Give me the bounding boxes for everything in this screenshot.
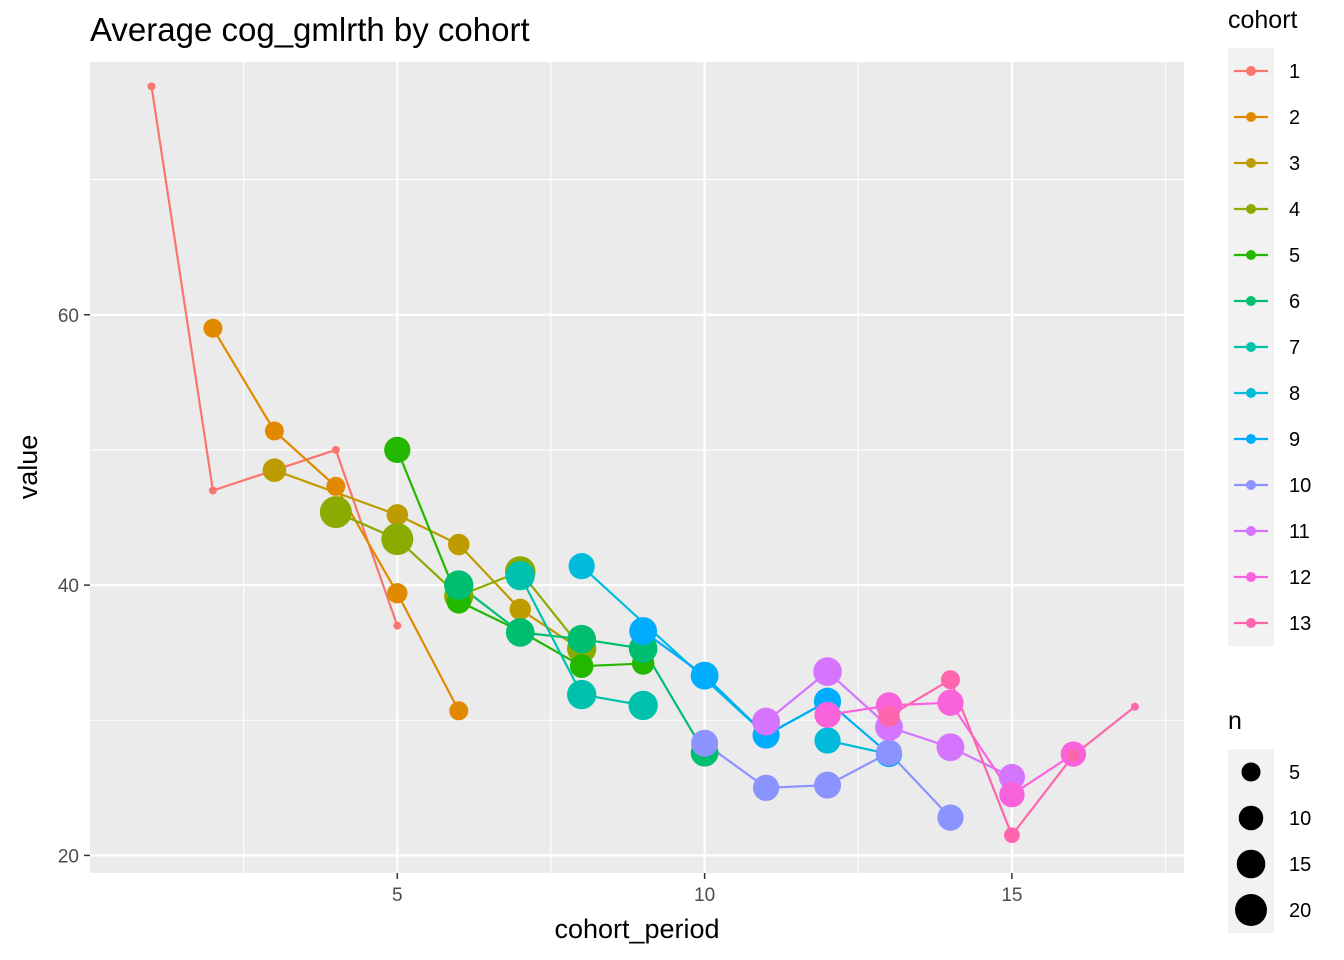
legend-point-cohort-8	[1246, 388, 1256, 398]
data-point-cohort-3	[386, 504, 409, 526]
x-tick-label: 15	[1001, 885, 1022, 906]
data-point-cohort-1	[147, 82, 156, 91]
x-tick-label: 10	[694, 885, 715, 906]
data-point-cohort-1	[331, 445, 340, 454]
data-point-cohort-7	[567, 679, 597, 710]
data-point-cohort-3	[448, 533, 470, 556]
data-point-cohort-13	[878, 705, 900, 727]
size-legend-label: 15	[1289, 854, 1311, 876]
data-point-cohort-8	[568, 553, 595, 580]
legend-point-cohort-7	[1246, 342, 1256, 352]
data-point-cohort-10	[752, 774, 780, 801]
size-legend-point	[1241, 762, 1261, 782]
legend-label-cohort-5: 5	[1289, 245, 1300, 267]
x-tick-label: 5	[392, 885, 403, 906]
data-point-cohort-3	[509, 598, 531, 621]
data-point-cohort-11	[936, 733, 965, 762]
data-point-cohort-10	[813, 771, 842, 799]
size-legend-label: 10	[1289, 808, 1311, 830]
legend-label-cohort-11: 11	[1289, 521, 1310, 543]
x-axis-title: cohort_period	[554, 914, 719, 944]
data-point-cohort-5	[384, 436, 411, 464]
legend-point-cohort-11	[1246, 526, 1256, 536]
x-axis: 5 10 15	[392, 873, 1022, 906]
legend-label-cohort-12: 12	[1289, 567, 1311, 589]
data-point-cohort-13	[1066, 748, 1081, 763]
data-point-cohort-8	[814, 727, 841, 754]
legend-label-cohort-3: 3	[1289, 153, 1300, 175]
legend-point-cohort-4	[1246, 204, 1256, 214]
plot-panel	[90, 62, 1184, 873]
y-tick-label: 60	[58, 306, 79, 327]
legend-point-cohort-5	[1246, 250, 1256, 260]
legend-point-cohort-9	[1246, 434, 1256, 444]
data-point-cohort-13	[940, 670, 960, 690]
data-point-cohort-2	[326, 476, 346, 496]
data-point-cohort-3	[262, 458, 287, 482]
data-point-cohort-13	[1004, 827, 1020, 844]
legend-label-cohort-10: 10	[1289, 475, 1311, 497]
legend-label-cohort-7: 7	[1289, 337, 1300, 359]
chart-title: Average cog_gmlrth by cohort	[90, 11, 530, 48]
legend-label-cohort-13: 13	[1289, 613, 1311, 635]
data-point-cohort-4	[319, 496, 352, 529]
data-point-cohort-4	[381, 523, 414, 556]
series-points	[147, 82, 1139, 844]
data-point-cohort-2	[449, 701, 469, 721]
data-point-cohort-1	[208, 486, 217, 495]
data-point-cohort-10	[937, 804, 964, 831]
data-point-cohort-12	[814, 701, 841, 728]
data-point-cohort-2	[203, 318, 223, 338]
data-point-cohort-5	[569, 654, 594, 678]
data-point-cohort-6	[505, 618, 535, 647]
y-axis-title: value	[13, 435, 43, 500]
y-tick-label: 40	[58, 576, 79, 597]
legend-label-cohort-4: 4	[1289, 199, 1300, 221]
data-point-cohort-10	[875, 739, 903, 766]
size-legend: n 5 10 15 20	[1228, 707, 1311, 933]
data-point-cohort-13	[1130, 702, 1139, 711]
y-axis: 20 40 60	[58, 306, 90, 867]
legend-point-cohort-6	[1246, 296, 1256, 306]
legend-point-cohort-10	[1246, 480, 1256, 490]
size-legend-label: 20	[1289, 900, 1311, 922]
size-legend-label: 5	[1289, 762, 1300, 784]
data-point-cohort-11	[998, 763, 1026, 791]
size-legend-point	[1235, 894, 1267, 926]
y-tick-label: 20	[58, 846, 79, 867]
legend-label-cohort-2: 2	[1289, 107, 1300, 129]
data-point-cohort-10	[691, 729, 719, 757]
color-legend-title: cohort	[1228, 6, 1298, 34]
minor-gridlines	[90, 62, 1184, 873]
data-point-cohort-7	[628, 690, 658, 721]
data-point-cohort-2	[264, 421, 284, 441]
legend-label-cohort-9: 9	[1289, 429, 1300, 451]
data-point-cohort-6	[567, 624, 596, 654]
data-point-cohort-9	[629, 617, 658, 645]
size-legend-point	[1236, 849, 1266, 879]
data-point-cohort-2	[387, 583, 408, 604]
size-legend-point	[1238, 805, 1264, 831]
legend-point-cohort-12	[1246, 572, 1256, 582]
legend-label-cohort-8: 8	[1289, 383, 1300, 405]
legend-label-cohort-6: 6	[1289, 291, 1300, 313]
data-point-cohort-11	[813, 657, 842, 686]
data-point-cohort-12	[999, 781, 1025, 808]
legend-point-cohort-13	[1246, 618, 1256, 628]
legend-label-cohort-1: 1	[1289, 61, 1300, 83]
data-point-cohort-9	[690, 661, 719, 690]
data-point-cohort-11	[752, 707, 780, 736]
data-point-cohort-6	[444, 570, 474, 600]
data-point-cohort-1	[393, 621, 402, 630]
legend-point-cohort-2	[1246, 112, 1256, 122]
size-legend-title: n	[1228, 707, 1242, 735]
legend-point-cohort-1	[1246, 66, 1256, 76]
legend-point-cohort-3	[1246, 158, 1256, 168]
data-point-cohort-7	[505, 560, 535, 591]
data-point-cohort-12	[937, 689, 964, 716]
